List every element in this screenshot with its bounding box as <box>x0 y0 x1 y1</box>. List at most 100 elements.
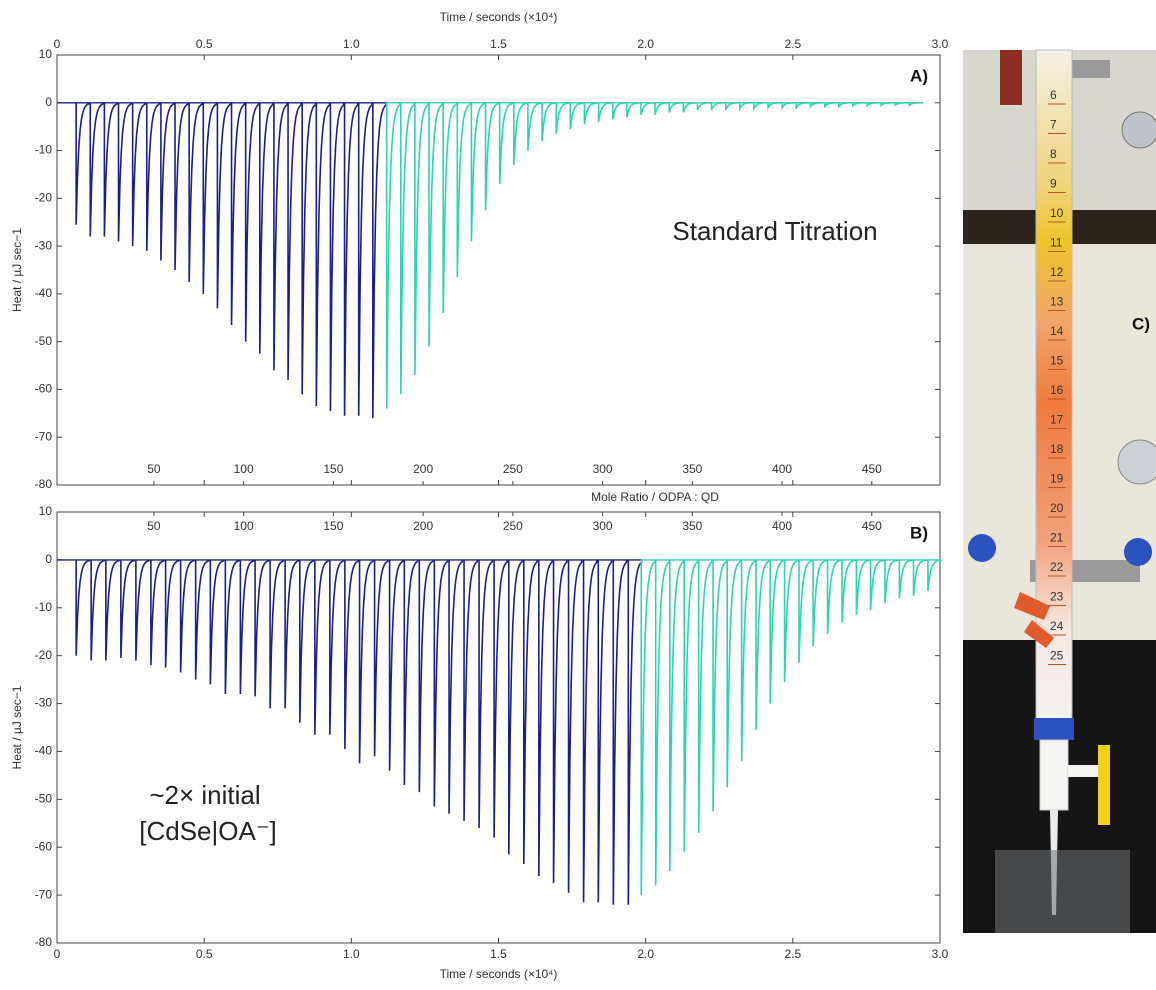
x-axis-title: Time / seconds (×10⁴) <box>440 10 558 24</box>
injection-peak <box>812 559 828 647</box>
y-tick-label: -30 <box>35 696 53 710</box>
x2-tick-label: 350 <box>682 462 702 476</box>
graduation-label: 14 <box>1050 324 1064 338</box>
x-tick-label: 2.0 <box>637 37 654 51</box>
graduation-label: 25 <box>1050 649 1064 663</box>
injection-peak <box>823 102 839 109</box>
injection-peak <box>724 102 740 111</box>
injection-peak <box>597 102 613 123</box>
graduation-label: 6 <box>1050 88 1057 102</box>
injection-peak <box>783 559 799 683</box>
injection-peak <box>188 102 204 282</box>
injection-peak <box>287 102 303 380</box>
injection-peak <box>582 559 598 903</box>
injection-peak <box>884 559 900 604</box>
injection-peak <box>399 102 415 395</box>
graduation-label: 15 <box>1050 354 1064 368</box>
injection-peak <box>372 102 387 419</box>
injection-peak <box>103 102 119 237</box>
x2-tick-label: 150 <box>323 462 343 476</box>
x-tick-label: 0 <box>54 37 61 51</box>
panel-label: C) <box>1132 314 1150 333</box>
injection-peak <box>898 559 914 599</box>
injection-peak <box>164 559 180 668</box>
injection-peak <box>470 102 486 242</box>
injection-peak <box>414 102 429 376</box>
x2-tick-label: 300 <box>593 462 613 476</box>
x-tick-label: 2.5 <box>784 947 801 961</box>
injection-peak <box>538 559 553 876</box>
injection-peak <box>710 102 726 111</box>
injection-peak <box>216 102 232 309</box>
x2-tick-label: 400 <box>772 519 792 533</box>
y-axis-title: Heat / µJ sec−1 <box>10 685 24 769</box>
injection-peak <box>626 102 641 118</box>
y-tick-label: -20 <box>35 191 53 205</box>
injection-peak <box>753 102 769 112</box>
injection-peak <box>150 559 165 666</box>
injection-peak <box>555 102 571 134</box>
x-tick-label: 1.5 <box>490 37 507 51</box>
injection-peak <box>428 102 444 347</box>
injection-peak <box>669 559 684 872</box>
x2-tick-label: 450 <box>862 462 882 476</box>
x2-tick-label: 100 <box>234 462 254 476</box>
injection-peak <box>131 102 147 247</box>
graduation-label: 24 <box>1050 619 1064 633</box>
graduation-label: 9 <box>1050 177 1057 191</box>
injection-peak <box>927 559 942 592</box>
injection-peak <box>612 559 628 905</box>
injection-peak <box>654 559 670 886</box>
injection-peak <box>627 559 643 905</box>
y-tick-label: 0 <box>45 95 52 109</box>
graduation-label: 17 <box>1050 413 1064 427</box>
x2-tick-label: 50 <box>147 519 161 533</box>
y-tick-label: -80 <box>35 477 53 491</box>
injection-peak <box>740 559 756 762</box>
injection-peak <box>388 559 404 771</box>
x2-axis-title: Mole Ratio / ODPA : QD <box>591 490 719 504</box>
graduation-label: 20 <box>1050 501 1064 515</box>
injection-peak <box>739 102 754 112</box>
injection-peak <box>433 559 449 807</box>
x2-tick-label: 200 <box>413 519 433 533</box>
injection-peak <box>75 559 91 656</box>
injection-peak <box>357 102 373 416</box>
x2-tick-label: 150 <box>323 519 343 533</box>
graduation-label: 10 <box>1050 206 1064 220</box>
graduation-label: 13 <box>1050 295 1064 309</box>
injection-peak <box>202 102 218 294</box>
injection-peak <box>852 101 867 108</box>
x2-tick-label: 300 <box>593 519 613 533</box>
injection-peak <box>668 102 684 113</box>
injection-peak <box>160 102 175 261</box>
injection-peak <box>880 101 896 107</box>
y-tick-label: 0 <box>45 552 52 566</box>
injection-peak <box>912 559 928 596</box>
injection-peak <box>640 559 656 896</box>
injection-peak <box>682 102 698 113</box>
y-tick-label: -60 <box>35 839 53 853</box>
injection-peak <box>179 559 195 673</box>
injection-peak <box>463 559 479 821</box>
injection-peak <box>826 559 842 635</box>
injection-peak <box>769 559 785 704</box>
injection-peak <box>527 102 542 151</box>
injection-peak <box>329 102 345 411</box>
injection-peak <box>254 559 270 697</box>
injection-peak <box>541 102 557 142</box>
injection-peak <box>781 102 797 111</box>
x-tick-label: 1.0 <box>343 37 360 51</box>
injection-peak <box>583 102 599 125</box>
injection-peak <box>866 101 882 108</box>
injection-peak <box>894 101 910 107</box>
y-tick-label: -60 <box>35 382 53 396</box>
graduation-label: 19 <box>1050 472 1064 486</box>
y-tick-label: -20 <box>35 648 53 662</box>
injection-peak <box>513 102 528 165</box>
graduation-label: 22 <box>1050 560 1064 574</box>
injection-peak <box>448 559 464 814</box>
injection-peak <box>767 102 783 111</box>
injection-peak <box>442 102 458 314</box>
